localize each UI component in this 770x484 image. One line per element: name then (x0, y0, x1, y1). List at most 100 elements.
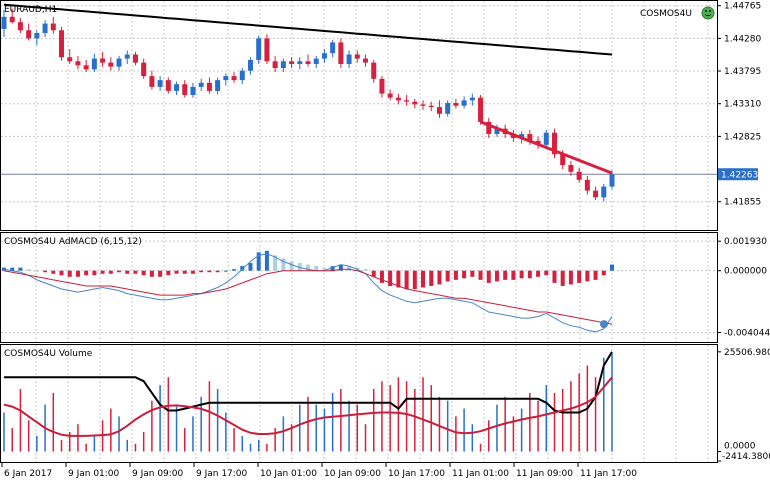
symbol-title: EURAUD,H1 (4, 5, 57, 15)
macd-histogram-bar (445, 270, 450, 282)
macd-histogram-bar (322, 267, 327, 271)
price-candle (223, 73, 229, 86)
macd-histogram-bar (568, 270, 573, 285)
price-candle (584, 175, 590, 195)
macd-histogram-bar (544, 270, 549, 276)
macd-histogram-bar (494, 270, 499, 282)
price-candle (1, 10, 7, 38)
price-candle (124, 50, 130, 64)
macd-histogram-bar (232, 269, 237, 271)
macd-axis: 0.001930 0.000000 -0.004044 (717, 237, 770, 339)
macd-histogram-bar (174, 270, 179, 274)
macd-histogram-bar (84, 270, 89, 276)
macd-series (2, 250, 614, 333)
price-candle (313, 55, 319, 69)
trend-line[interactable] (479, 120, 613, 175)
macd-histogram-bar (404, 270, 409, 290)
price-candle (305, 54, 311, 67)
macd-tick-label: -0.004044 (724, 329, 770, 339)
moving-average-line (3, 3, 613, 56)
macd-histogram-bar (421, 270, 426, 288)
macd-histogram-bar (281, 258, 286, 271)
price-candle (543, 129, 549, 147)
macd-histogram-bar (536, 270, 541, 277)
time-axis-label: 10 Jan 01:00 (260, 469, 317, 479)
macd-histogram-bar (585, 270, 590, 282)
volume-envelope-line (4, 351, 613, 414)
macd-histogram-bar (158, 270, 163, 277)
macd-histogram-bar (371, 270, 376, 277)
price-candle (568, 160, 574, 176)
macd-signal-marker (600, 320, 608, 329)
price-candle (338, 38, 344, 69)
price-candle (108, 57, 114, 71)
price-candle (34, 30, 40, 46)
price-candle (206, 77, 212, 94)
macd-histogram-bar (437, 270, 442, 285)
macd-histogram-bar (59, 270, 64, 276)
price-candle (445, 100, 451, 117)
price-candle (363, 54, 369, 67)
macd-histogram-bar (43, 270, 48, 273)
macd-histogram-bar (223, 270, 228, 272)
price-candle (116, 55, 122, 71)
ea-smiley-icon[interactable] (701, 6, 715, 20)
price-candle (387, 89, 393, 101)
macd-histogram-bar (92, 270, 97, 276)
price-candle (486, 117, 492, 139)
macd-histogram-bar (552, 270, 557, 283)
price-candle (247, 57, 253, 75)
time-axis-label: 11 Jan 09:00 (516, 469, 573, 479)
price-candle (428, 101, 434, 112)
macd-signal-line (3, 268, 613, 325)
macd-tick-label: 0.001930 (724, 237, 767, 247)
macd-histogram-bar (100, 270, 105, 274)
price-candle (17, 18, 23, 33)
price-candle (321, 49, 327, 63)
price-candle (59, 26, 65, 61)
price-candle (289, 57, 295, 69)
macd-histogram-bar (34, 270, 39, 272)
macd-histogram-bar (593, 270, 598, 280)
macd-main-line (3, 253, 613, 333)
macd-histogram-bar (240, 266, 245, 271)
macd-histogram-bar (306, 264, 310, 271)
macd-histogram-bar (256, 252, 261, 271)
macd-histogram-bar (117, 270, 122, 273)
price-candle (272, 55, 278, 73)
macd-histogram-bar (347, 266, 352, 271)
macd-histogram-bar (166, 270, 171, 276)
macd-histogram-bar (10, 267, 15, 271)
price-candle (371, 59, 377, 83)
time-axis-label: 11 Jan 17:00 (580, 469, 637, 479)
price-tick-label: 1.44765 (724, 2, 761, 12)
macd-histogram-bar (264, 250, 269, 271)
price-candle (264, 34, 270, 64)
macd-histogram-bar (133, 270, 138, 274)
price-candle (165, 77, 171, 94)
price-panel-grid (1, 1, 717, 230)
price-candle (26, 23, 32, 41)
macd-panel-frame (0, 232, 718, 343)
price-candle (420, 100, 426, 110)
price-candle (576, 167, 582, 183)
price-candle (231, 72, 237, 83)
macd-histogram-bar (289, 261, 294, 271)
price-candle (436, 100, 442, 118)
current-price-tag: 1.42263 (718, 168, 758, 181)
price-candle (132, 51, 138, 66)
time-axis-label: 6 Jan 2017 (4, 469, 52, 479)
time-axis-label: 10 Jan 09:00 (324, 469, 381, 479)
macd-histogram-bar (26, 269, 31, 271)
macd-histogram-bar (412, 270, 417, 290)
price-candle (469, 93, 475, 106)
macd-histogram-bar (388, 270, 393, 286)
price-candle (404, 94, 410, 106)
price-candle (412, 98, 418, 109)
price-candle (354, 50, 360, 63)
macd-histogram-bar (182, 270, 187, 274)
price-candle (551, 128, 557, 159)
macd-histogram-bar (108, 270, 113, 274)
